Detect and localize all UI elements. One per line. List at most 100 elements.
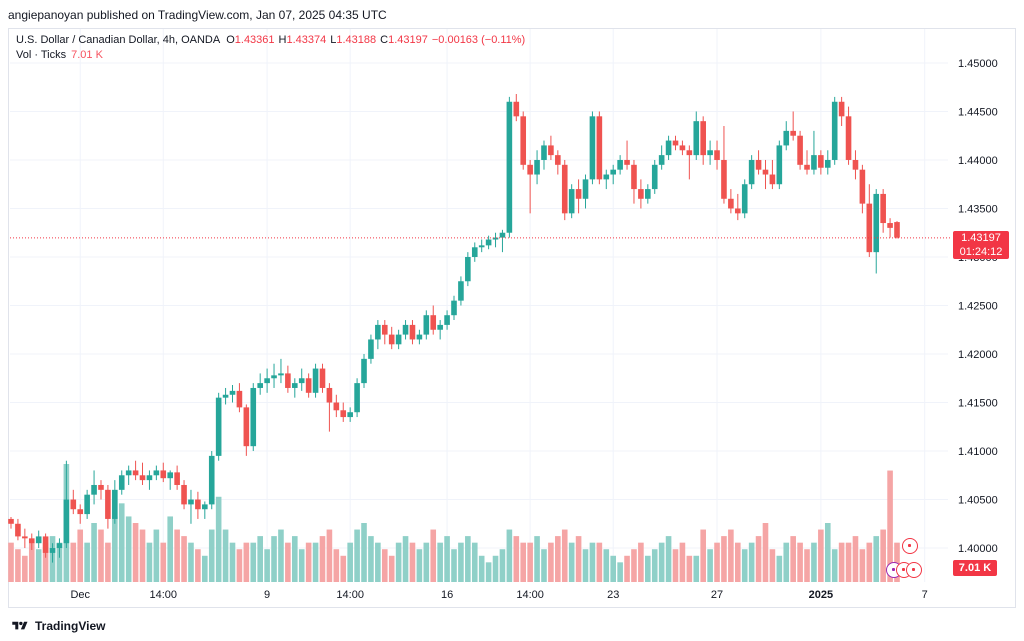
candle[interactable] (831, 96, 838, 165)
candle[interactable] (430, 305, 437, 335)
candle[interactable] (541, 140, 547, 170)
candle[interactable] (589, 111, 596, 185)
candle[interactable] (769, 159, 776, 190)
candle[interactable] (423, 310, 430, 340)
candle[interactable] (291, 378, 298, 398)
candle[interactable] (15, 518, 21, 541)
candle[interactable] (797, 130, 803, 170)
candle[interactable] (70, 489, 77, 515)
candle[interactable] (679, 140, 686, 156)
candle[interactable] (236, 383, 243, 413)
candle[interactable] (728, 189, 734, 214)
candle[interactable] (181, 480, 187, 510)
candle[interactable] (35, 530, 42, 549)
candle[interactable] (527, 159, 533, 214)
candle[interactable] (305, 373, 312, 398)
candle[interactable] (686, 145, 693, 180)
candle[interactable] (22, 528, 28, 549)
candle[interactable] (838, 96, 845, 127)
candle[interactable] (437, 320, 443, 340)
candle[interactable] (499, 229, 506, 253)
candle[interactable] (485, 235, 492, 250)
candle[interactable] (818, 150, 824, 175)
candle[interactable] (866, 184, 873, 257)
candle[interactable] (347, 407, 353, 422)
candle[interactable] (520, 111, 527, 170)
candle[interactable] (361, 354, 367, 388)
candle[interactable] (458, 276, 464, 306)
candle[interactable] (49, 543, 56, 563)
candle[interactable] (568, 184, 575, 219)
candle[interactable] (278, 358, 284, 384)
candle[interactable] (492, 232, 499, 248)
candle[interactable] (63, 460, 70, 549)
candle[interactable] (139, 462, 146, 485)
candle[interactable] (285, 365, 291, 393)
candle[interactable] (700, 116, 706, 165)
candle[interactable] (478, 239, 485, 253)
candle[interactable] (894, 221, 900, 239)
candle[interactable] (8, 516, 14, 529)
candle[interactable] (707, 140, 713, 165)
symbol-name[interactable]: U.S. Dollar / Canadian Dollar, 4h, OANDA (16, 34, 221, 46)
candle[interactable] (561, 159, 568, 221)
tradingview-logo-icon[interactable] (10, 620, 30, 632)
candle[interactable] (298, 368, 305, 391)
candle[interactable] (326, 383, 333, 432)
flag-icon[interactable] (902, 538, 918, 554)
candle[interactable] (381, 320, 388, 345)
candle[interactable] (444, 310, 450, 330)
candle[interactable] (395, 329, 402, 350)
candle[interactable] (28, 533, 35, 550)
candle[interactable] (672, 135, 679, 151)
candle[interactable] (741, 179, 748, 219)
candle[interactable] (603, 169, 610, 190)
candle[interactable] (651, 159, 658, 194)
candle[interactable] (624, 140, 630, 170)
candle[interactable] (368, 334, 374, 364)
candle[interactable] (617, 155, 623, 175)
candle[interactable] (409, 320, 416, 345)
candle[interactable] (91, 470, 97, 505)
candle[interactable] (105, 484, 111, 529)
candle[interactable] (354, 378, 360, 418)
candle[interactable] (465, 252, 471, 287)
candle[interactable] (375, 320, 381, 350)
candle[interactable] (98, 480, 104, 500)
candle[interactable] (257, 373, 263, 395)
candle[interactable] (312, 363, 319, 398)
candle[interactable] (776, 140, 783, 190)
flag-icon[interactable] (906, 562, 922, 578)
candle[interactable] (582, 174, 589, 209)
candle[interactable] (534, 150, 540, 185)
candle[interactable] (264, 368, 270, 393)
candle[interactable] (852, 150, 859, 180)
candle[interactable] (665, 135, 672, 160)
candle[interactable] (714, 140, 720, 170)
candle[interactable] (790, 111, 796, 141)
candle[interactable] (471, 242, 478, 262)
candle[interactable] (575, 179, 582, 214)
candle[interactable] (755, 150, 762, 175)
candle[interactable] (548, 135, 554, 160)
candle[interactable] (42, 533, 49, 558)
candle[interactable] (125, 465, 132, 485)
candle[interactable] (631, 159, 637, 204)
candle[interactable] (555, 150, 561, 175)
candle[interactable] (77, 504, 84, 524)
candle[interactable] (229, 385, 236, 403)
candle[interactable] (721, 126, 727, 204)
candle[interactable] (811, 130, 817, 175)
candle[interactable] (451, 295, 457, 321)
candle[interactable] (416, 329, 423, 345)
candle[interactable] (610, 164, 617, 185)
candle[interactable] (693, 111, 700, 160)
candle[interactable] (402, 320, 409, 340)
candle[interactable] (188, 489, 194, 524)
candle[interactable] (333, 394, 340, 418)
candle[interactable] (506, 96, 513, 238)
candle[interactable] (596, 111, 603, 185)
candle[interactable] (118, 470, 125, 495)
candle[interactable] (887, 218, 893, 238)
